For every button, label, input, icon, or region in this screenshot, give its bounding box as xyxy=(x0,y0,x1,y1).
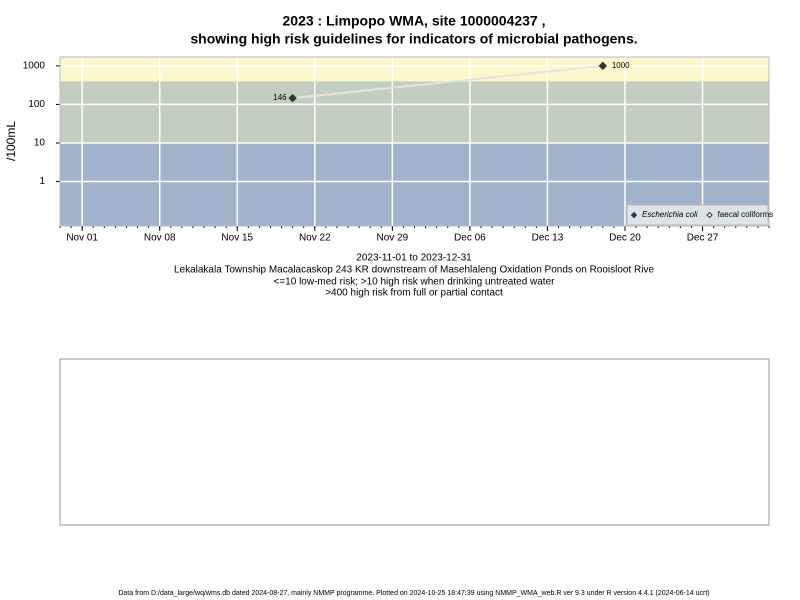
empty-panel xyxy=(59,358,770,526)
x-tick-label: Nov 01 xyxy=(66,233,98,244)
chart-title: showing high risk guidelines for indicat… xyxy=(190,31,637,47)
legend-marker xyxy=(706,211,713,219)
x-tick-label: Nov 15 xyxy=(221,233,253,244)
legend-label: Escherichia coli xyxy=(642,210,698,219)
x-tick-label: Dec 20 xyxy=(609,233,641,244)
legend-marker xyxy=(630,211,638,219)
series-line xyxy=(292,64,603,100)
footer: Data from D:/data_large/wq/wms.db dated … xyxy=(118,590,709,597)
data-point xyxy=(598,61,608,71)
risk-band xyxy=(60,57,769,82)
y-tick-label: 10 xyxy=(34,138,46,149)
y-tick-label: 1 xyxy=(39,176,45,187)
data-point xyxy=(288,93,297,103)
x-tick-label: Nov 22 xyxy=(299,233,331,244)
y-tick-label: 1000 xyxy=(23,61,46,72)
chart-title: 2023 : Limpopo WMA, site 1000004237 , xyxy=(283,13,546,29)
x-tick-label: Nov 29 xyxy=(377,233,409,244)
legend-label: faecal coliforms xyxy=(718,210,774,219)
note: Lekalakala Township Macalacaskop 243 KR … xyxy=(174,265,655,276)
note: >400 high risk from full or partial cont… xyxy=(325,288,503,299)
x-tick-label: Dec 27 xyxy=(687,233,719,244)
data-label: 146 xyxy=(273,93,287,102)
x-tick-label: Dec 13 xyxy=(532,233,564,244)
note: <=10 low-med risk; >10 high risk when dr… xyxy=(274,277,556,288)
data-label: 1000 xyxy=(612,61,630,70)
x-tick-label: Dec 06 xyxy=(454,233,486,244)
plot-frame xyxy=(59,56,770,227)
risk-band xyxy=(60,81,769,143)
note: 2023-11-01 to 2023-12-31 xyxy=(356,253,472,264)
legend-box xyxy=(626,204,769,226)
x-tick-label: Nov 08 xyxy=(144,233,176,244)
y-axis-label: /100mL xyxy=(4,121,18,161)
y-tick-label: 100 xyxy=(28,99,45,110)
